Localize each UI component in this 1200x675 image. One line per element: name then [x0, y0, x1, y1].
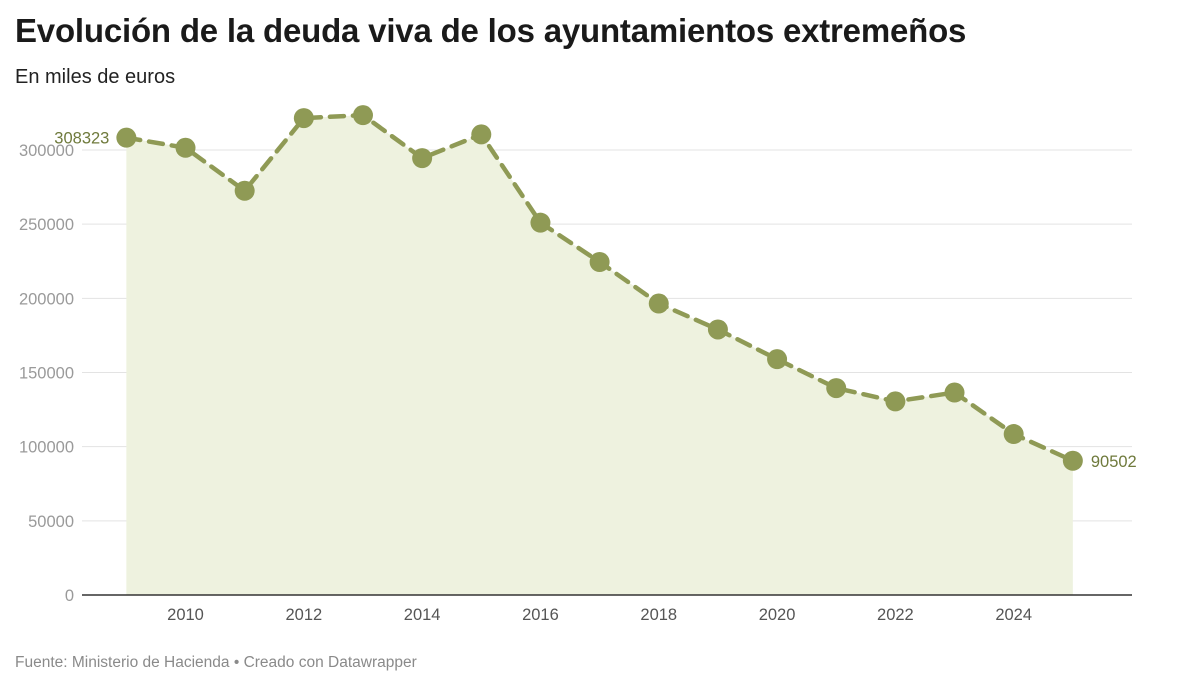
data-point: [1003, 424, 1024, 445]
data-point: [767, 349, 788, 370]
chart-subtitle: En miles de euros: [15, 66, 176, 88]
data-point: [352, 105, 373, 126]
data-point: [707, 319, 728, 340]
data-point: [530, 212, 551, 233]
y-tick-label: 200000: [19, 290, 74, 308]
x-tick-label: 2016: [522, 606, 559, 624]
data-label: 90502: [1091, 453, 1137, 471]
data-point: [826, 378, 847, 399]
x-tick-label: 2010: [167, 606, 204, 624]
x-tick-label: 2024: [995, 606, 1032, 624]
y-tick-label: 0: [65, 587, 74, 605]
data-point: [648, 293, 669, 314]
data-point: [293, 108, 314, 129]
x-tick-label: 2022: [877, 606, 914, 624]
data-point: [589, 251, 610, 272]
data-label: 308323: [54, 130, 109, 148]
y-tick-label: 300000: [19, 142, 74, 160]
y-tick-label: 150000: [19, 365, 74, 383]
y-tick-label: 100000: [19, 439, 74, 457]
x-tick-label: 2018: [640, 606, 677, 624]
data-point: [412, 148, 433, 169]
chart-title: Evolución de la deuda viva de los ayunta…: [15, 12, 967, 49]
data-point: [116, 127, 137, 148]
data-point: [1062, 450, 1083, 471]
data-point: [885, 391, 906, 412]
x-tick-label: 2020: [759, 606, 796, 624]
data-point: [944, 382, 965, 403]
y-tick-label: 50000: [28, 513, 74, 531]
data-point: [175, 137, 196, 158]
data-point: [234, 180, 255, 201]
y-tick-label: 250000: [19, 216, 74, 234]
source-footer: Fuente: Ministerio de Hacienda • Creado …: [15, 654, 417, 671]
x-tick-label: 2014: [404, 606, 441, 624]
data-point: [471, 124, 492, 145]
area-fill: [126, 115, 1073, 596]
x-tick-label: 2012: [285, 606, 322, 624]
